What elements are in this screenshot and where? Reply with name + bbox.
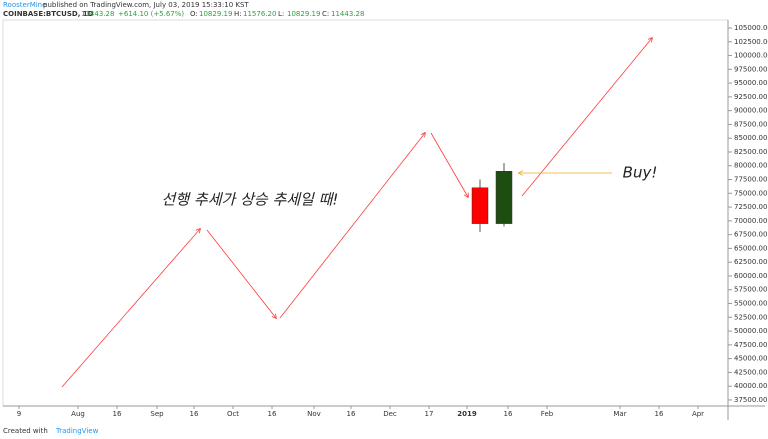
- candle-body: [471, 187, 489, 224]
- x-tick-label: 17: [425, 410, 434, 418]
- last-price: 11443.28: [81, 10, 114, 18]
- ohlc-label: H:: [234, 10, 242, 18]
- x-tick-label: 16: [504, 410, 513, 418]
- footer-created: Created with: [3, 427, 48, 435]
- x-tick-label: Feb: [541, 410, 554, 418]
- x-tick-label: 9: [17, 410, 21, 418]
- arrow: [61, 229, 200, 388]
- y-tick-label: 80000.00: [734, 162, 767, 170]
- y-tick-label: 97500.00: [734, 65, 767, 73]
- y-tick-label: 65000.00: [734, 244, 767, 252]
- symbol: COINBASE:BTCUSD, 1D: [3, 10, 94, 18]
- y-tick-label: 70000.00: [734, 217, 767, 225]
- x-tick-label: Oct: [227, 410, 239, 418]
- y-tick-label: 102500.00: [734, 38, 768, 46]
- x-tick-label: Dec: [383, 410, 397, 418]
- x-tick-label: 16: [268, 410, 277, 418]
- arrow: [206, 229, 276, 318]
- y-tick-label: 40000.00: [734, 382, 767, 390]
- y-tick-label: 85000.00: [734, 134, 767, 142]
- x-tick-label: Aug: [71, 410, 85, 418]
- y-tick-label: 37500.00: [734, 396, 767, 404]
- x-tick-label: Apr: [692, 410, 704, 418]
- change: +614.10 (+5.67%): [118, 10, 184, 18]
- arrow: [521, 38, 652, 197]
- y-tick-label: 45000.00: [734, 355, 767, 363]
- ohlc-label: O:: [190, 10, 198, 18]
- annotation: 선행 추세가 상승 추세일 때!: [162, 191, 339, 209]
- x-tick-label: Mar: [613, 410, 626, 418]
- y-tick-label: 90000.00: [734, 107, 767, 115]
- y-tick-label: 50000.00: [734, 327, 767, 335]
- candle-body: [495, 171, 513, 224]
- y-tick-label: 87500.00: [734, 120, 767, 128]
- y-tick-label: 67500.00: [734, 231, 767, 239]
- y-tick-label: 52500.00: [734, 313, 767, 321]
- trend-arrows: [61, 38, 652, 388]
- ohlc-value: 10829.19: [199, 10, 232, 18]
- y-tick-label: 75000.00: [734, 189, 767, 197]
- ohlc-label: C:: [322, 10, 329, 18]
- y-tick-label: 92500.00: [734, 93, 767, 101]
- annotation: Buy!: [623, 164, 658, 182]
- footer-brand[interactable]: TradingView: [55, 427, 99, 435]
- ohlc-value: 10829.19: [287, 10, 320, 18]
- x-tick-label: Sep: [150, 410, 164, 418]
- y-tick-label: 95000.00: [734, 79, 767, 87]
- y-tick-label: 72500.00: [734, 203, 767, 211]
- ohlc-label: L:: [278, 10, 284, 18]
- y-tick-label: 77500.00: [734, 176, 767, 184]
- x-tick-label: Nov: [307, 410, 321, 418]
- y-tick-label: 42500.00: [734, 368, 767, 376]
- arrow: [279, 133, 425, 319]
- ohlc-value: 11443.28: [331, 10, 364, 18]
- x-tick-label: 2019: [457, 410, 477, 418]
- arrow: [430, 132, 468, 197]
- ohlc-value: 11576.20: [243, 10, 276, 18]
- y-tick-label: 55000.00: [734, 300, 767, 308]
- x-tick-label: 16: [113, 410, 122, 418]
- y-tick-label: 47500.00: [734, 341, 767, 349]
- y-tick-label: 62500.00: [734, 258, 767, 266]
- y-tick-label: 100000.00: [734, 52, 768, 60]
- x-tick-label: 16: [655, 410, 664, 418]
- y-tick-label: 82500.00: [734, 148, 767, 156]
- author[interactable]: RoosterMine: [3, 1, 46, 9]
- y-tick-label: 57500.00: [734, 286, 767, 294]
- y-tick-label: 105000.00: [734, 24, 768, 32]
- y-tick-label: 60000.00: [734, 272, 767, 280]
- published: published on TradingView.com, July 03, 2…: [43, 1, 249, 9]
- x-tick-label: 16: [190, 410, 199, 418]
- x-tick-label: 16: [347, 410, 356, 418]
